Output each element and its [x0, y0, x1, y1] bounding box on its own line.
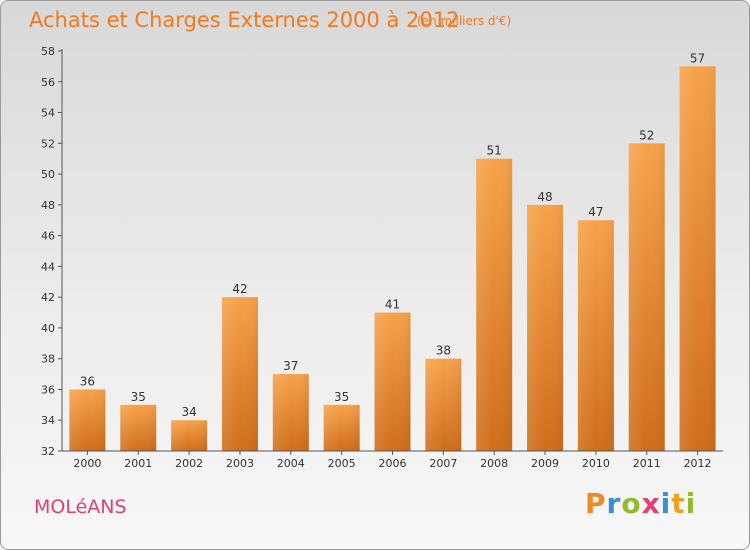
y-tick-label: 56: [41, 76, 55, 89]
x-tick-label-2002: 2002: [175, 457, 203, 470]
x-tick-label-2005: 2005: [328, 457, 356, 470]
data-label-2009: 48: [537, 190, 552, 204]
data-label-2000: 36: [80, 374, 95, 388]
y-tick-label: 38: [41, 353, 55, 366]
y-tick-label: 50: [41, 168, 55, 181]
logo-letter: t: [671, 487, 686, 520]
bar-shine: [425, 358, 462, 451]
x-tick-label-2012: 2012: [684, 457, 712, 470]
y-tick-label: 52: [41, 137, 55, 150]
x-tick-label-2006: 2006: [379, 457, 407, 470]
x-tick-label-2010: 2010: [582, 457, 610, 470]
data-label-2007: 38: [436, 344, 451, 358]
bar-shine: [120, 404, 157, 451]
logo-letter: i: [660, 487, 672, 520]
bar-shine: [221, 297, 258, 451]
data-label-2003: 42: [232, 282, 247, 296]
chart-title: Achats et Charges Externes 2000 à 2012: [29, 8, 460, 32]
bar-shine: [628, 143, 665, 452]
logo-letter: o: [621, 487, 642, 520]
data-label-2006: 41: [385, 298, 400, 312]
y-tick-label: 54: [41, 107, 55, 120]
data-label-2011: 52: [639, 128, 654, 142]
x-tick-label-2009: 2009: [531, 457, 559, 470]
y-tick-label: 32: [41, 445, 55, 458]
bar-shine: [476, 158, 513, 451]
y-tick-label: 34: [41, 414, 55, 427]
bar-shine: [577, 220, 614, 451]
data-label-2004: 37: [283, 359, 298, 373]
data-label-2001: 35: [131, 390, 146, 404]
bar-shine: [527, 204, 564, 451]
x-tick-label-2000: 2000: [73, 457, 101, 470]
y-tick-label: 58: [41, 45, 55, 58]
x-tick-label-2008: 2008: [480, 457, 508, 470]
data-label-2005: 35: [334, 390, 349, 404]
logo-letter: x: [641, 487, 661, 520]
data-label-2002: 34: [181, 405, 196, 419]
y-tick-label: 40: [41, 322, 55, 335]
bar-shine: [69, 389, 106, 451]
proxiti-logo: Proxiti: [585, 487, 696, 520]
logo-letter: i: [685, 487, 697, 520]
y-tick-label: 46: [41, 230, 55, 243]
data-label-2012: 57: [690, 51, 705, 65]
logo-letter: P: [585, 487, 607, 520]
x-tick-label-2007: 2007: [429, 457, 457, 470]
x-tick-label-2004: 2004: [277, 457, 305, 470]
y-tick-label: 42: [41, 291, 55, 304]
data-label-2008: 51: [487, 144, 502, 158]
y-tick-label: 36: [41, 383, 55, 396]
y-tick-label: 48: [41, 199, 55, 212]
bar-shine: [323, 404, 360, 451]
data-label-2010: 47: [588, 205, 603, 219]
bar-shine: [171, 420, 208, 451]
bar-shine: [679, 66, 716, 451]
bar-shine: [374, 312, 411, 451]
y-tick-label: 44: [41, 260, 55, 273]
x-tick-label-2011: 2011: [633, 457, 661, 470]
x-tick-label-2003: 2003: [226, 457, 254, 470]
chart-subtitle: (en milliers d'€): [417, 14, 512, 28]
x-tick-label-2001: 2001: [124, 457, 152, 470]
city-name: MOLéANS: [34, 496, 127, 518]
logo-letter: r: [606, 487, 622, 520]
bar-shine: [272, 374, 309, 451]
